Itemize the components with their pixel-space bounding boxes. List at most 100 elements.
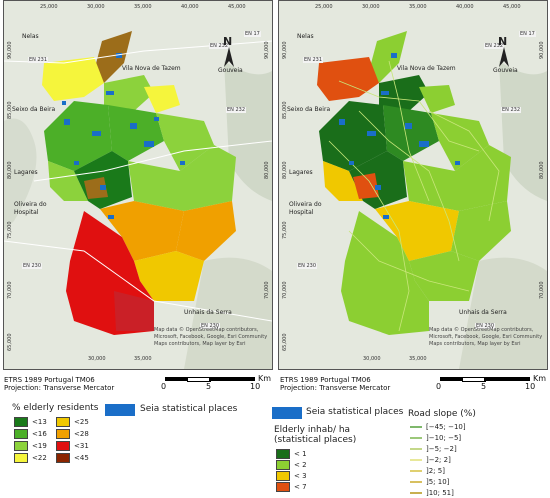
y-tick: 65,000 xyxy=(7,333,13,352)
legend-item: ]10; 51] xyxy=(410,489,454,497)
y-tick: 70,000 xyxy=(264,281,270,300)
legend-item: ]−5; −2] xyxy=(410,445,457,453)
left-map-panel[interactable]: 25,000 30,000 35,000 40,000 45,000 30,00… xyxy=(3,0,273,370)
legend-item: <25 xyxy=(56,417,89,427)
region-south-yellow xyxy=(409,251,479,301)
region-north-west xyxy=(317,57,379,101)
x-tick: 25,000 xyxy=(40,4,58,10)
projection-text-left: ETRS 1989 Portugal TM06 Projection: Tran… xyxy=(4,376,114,392)
y-tick: 70,000 xyxy=(539,281,545,300)
attribution-line: Microsoft, Facebook, Google, Esri Commun… xyxy=(429,334,543,340)
attribution-line: Maps contributors, Map layer by Esri xyxy=(154,341,246,347)
x-tick: 35,000 xyxy=(134,4,152,10)
place-label: Lagares xyxy=(289,169,313,176)
region-west-low xyxy=(48,161,88,201)
x-tick: 25,000 xyxy=(315,4,333,10)
y-tick: 75,000 xyxy=(7,221,13,240)
region-east xyxy=(403,145,511,211)
place-label: Unhais da Serra xyxy=(459,309,507,316)
legend-item: <28 xyxy=(56,429,89,439)
legend-title-elderly: % elderly residents xyxy=(12,403,99,413)
y-tick: 70,000 xyxy=(7,281,13,300)
y-tick: 80,000 xyxy=(282,161,288,180)
legend-item: < 1 xyxy=(276,449,307,459)
road-label: EN 231 xyxy=(28,57,49,63)
region-west xyxy=(319,101,387,171)
legend-item: <13 xyxy=(14,417,47,427)
legend-item: ]−10; −5] xyxy=(410,434,461,442)
attribution-line: Maps contributors, Map layer by Esri xyxy=(429,341,521,347)
scale-unit: Km xyxy=(258,374,272,383)
region-north-east xyxy=(419,85,455,113)
legend-title-slope: Road slope (%) xyxy=(408,409,476,419)
legend-places-swatch-left xyxy=(105,404,135,416)
region-center-red xyxy=(353,173,379,199)
legend-places-label-left: Seia statistical places xyxy=(140,404,238,414)
y-tick: 90,000 xyxy=(264,41,270,60)
x-tick: 45,000 xyxy=(228,4,246,10)
legend-places-swatch-right xyxy=(272,407,302,419)
x-tick: 30,000 xyxy=(87,4,105,10)
y-tick: 90,000 xyxy=(7,41,13,60)
place-label: Oliveira do Hospital xyxy=(289,201,322,216)
x-tick: 45,000 xyxy=(503,4,521,10)
region-south-yellow xyxy=(134,251,204,301)
legend-title-density: Elderly inhab/ ha (statistical places) xyxy=(274,425,357,445)
road-label: EN 232 xyxy=(501,107,522,113)
region-west xyxy=(44,101,112,171)
projection-text-right: ETRS 1989 Portugal TM06 Projection: Tran… xyxy=(280,376,390,392)
y-tick: 75,000 xyxy=(282,221,288,240)
road-label: EN 231 xyxy=(303,57,324,63)
region-north-tip xyxy=(94,31,132,83)
legend-item: ]5; 10] xyxy=(410,478,449,486)
north-arrow-icon xyxy=(224,47,234,67)
y-tick: 80,000 xyxy=(7,161,13,180)
scale-label: 0 xyxy=(436,382,442,391)
road-label: EN 230 xyxy=(475,323,496,329)
legend-item: < 3 xyxy=(276,471,307,481)
projection-line: ETRS 1989 Portugal TM06 xyxy=(280,376,371,384)
road-label: EN 230 xyxy=(22,263,43,269)
region-north-center xyxy=(104,75,154,111)
road-label: EN 232 xyxy=(226,107,247,113)
legend-item: <45 xyxy=(56,453,89,463)
scale-bar-right xyxy=(440,377,530,382)
region-west-low xyxy=(323,161,363,201)
legend-item: <19 xyxy=(14,441,47,451)
place-label: Vila Nova de Tazem xyxy=(122,65,181,72)
place-label: Unhais da Serra xyxy=(184,309,232,316)
region-center-brown xyxy=(84,177,108,199)
projection-line: Projection: Transverse Mercator xyxy=(280,384,391,392)
place-label: Seixo da Beira xyxy=(287,106,331,113)
attribution-line: Map data © OpenStreetMap contributors, xyxy=(154,327,259,333)
legend-item: <31 xyxy=(56,441,89,451)
x-tick: 30,000 xyxy=(363,356,381,362)
region-south-center xyxy=(375,201,459,261)
legend-item: < 7 xyxy=(276,482,307,492)
region-north-west xyxy=(42,57,104,101)
projection-line: Projection: Transverse Mercator xyxy=(4,384,115,392)
road-label: EN 17 xyxy=(519,31,536,37)
road-label: EN 17 xyxy=(244,31,261,37)
region-east xyxy=(128,145,236,211)
attribution-line: Microsoft, Facebook, Google, Esri Commun… xyxy=(154,334,268,340)
place-label: Seixo da Beira xyxy=(12,106,56,113)
y-tick: 65,000 xyxy=(282,333,288,352)
y-tick: 80,000 xyxy=(539,161,545,180)
north-arrow-icon xyxy=(499,47,509,67)
place-label: Vila Nova de Tazem xyxy=(397,65,456,72)
legend-places-label-right: Seia statistical places xyxy=(306,407,404,417)
y-tick: 70,000 xyxy=(282,281,288,300)
y-tick: 80,000 xyxy=(264,161,270,180)
region-north-east xyxy=(144,85,180,113)
y-tick: 90,000 xyxy=(282,41,288,60)
north-label: N xyxy=(223,35,233,48)
statistical-places-right xyxy=(339,53,460,219)
x-tick: 40,000 xyxy=(181,4,199,10)
right-map-panel[interactable]: 25,000 30,000 35,000 40,000 45,000 30,00… xyxy=(278,0,548,370)
legend-item: < 2 xyxy=(276,460,307,470)
scale-label: 0 xyxy=(161,382,167,391)
place-label: Gouveia xyxy=(493,67,518,74)
x-tick: 30,000 xyxy=(88,356,106,362)
scale-bar-left xyxy=(165,377,255,382)
